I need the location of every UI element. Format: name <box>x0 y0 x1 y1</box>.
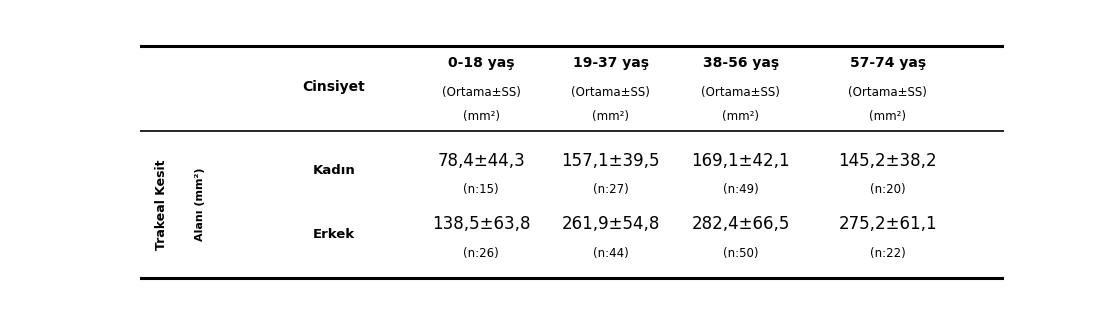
Text: Cinsiyet: Cinsiyet <box>302 80 365 94</box>
Text: 19-37 yaş: 19-37 yaş <box>573 56 648 70</box>
Text: (n:26): (n:26) <box>463 247 499 260</box>
Text: Kadın: Kadın <box>312 164 356 177</box>
Text: 78,4±44,3: 78,4±44,3 <box>437 152 525 169</box>
Text: (n:27): (n:27) <box>593 183 628 197</box>
Text: (n:44): (n:44) <box>593 247 628 260</box>
Text: 261,9±54,8: 261,9±54,8 <box>561 215 660 233</box>
Text: Alanı (mm²): Alanı (mm²) <box>195 168 205 241</box>
Text: 275,2±61,1: 275,2±61,1 <box>838 215 937 233</box>
Text: 38-56 yaş: 38-56 yaş <box>703 56 779 70</box>
Text: (mm²): (mm²) <box>722 110 759 123</box>
Text: (n:50): (n:50) <box>723 247 759 260</box>
Text: Erkek: Erkek <box>314 228 355 240</box>
Text: 0-18 yaş: 0-18 yaş <box>448 56 514 70</box>
Text: (n:15): (n:15) <box>463 183 499 197</box>
Text: (mm²): (mm²) <box>593 110 629 123</box>
Text: (n:49): (n:49) <box>723 183 759 197</box>
Text: (mm²): (mm²) <box>869 110 906 123</box>
Text: (Ortama±SS): (Ortama±SS) <box>571 86 651 99</box>
Text: 145,2±38,2: 145,2±38,2 <box>838 152 937 169</box>
Text: 282,4±66,5: 282,4±66,5 <box>692 215 790 233</box>
Text: 138,5±63,8: 138,5±63,8 <box>432 215 530 233</box>
Text: (Ortama±SS): (Ortama±SS) <box>442 86 520 99</box>
Text: Trakeal Kesit: Trakeal Kesit <box>155 159 167 250</box>
Text: (n:22): (n:22) <box>869 247 905 260</box>
Text: 169,1±42,1: 169,1±42,1 <box>691 152 790 169</box>
Text: (Ortama±SS): (Ortama±SS) <box>848 86 927 99</box>
Text: 157,1±39,5: 157,1±39,5 <box>561 152 661 169</box>
Text: 57-74 yaş: 57-74 yaş <box>849 56 925 70</box>
Text: (Ortama±SS): (Ortama±SS) <box>701 86 780 99</box>
Text: (mm²): (mm²) <box>463 110 500 123</box>
Text: (n:20): (n:20) <box>869 183 905 197</box>
